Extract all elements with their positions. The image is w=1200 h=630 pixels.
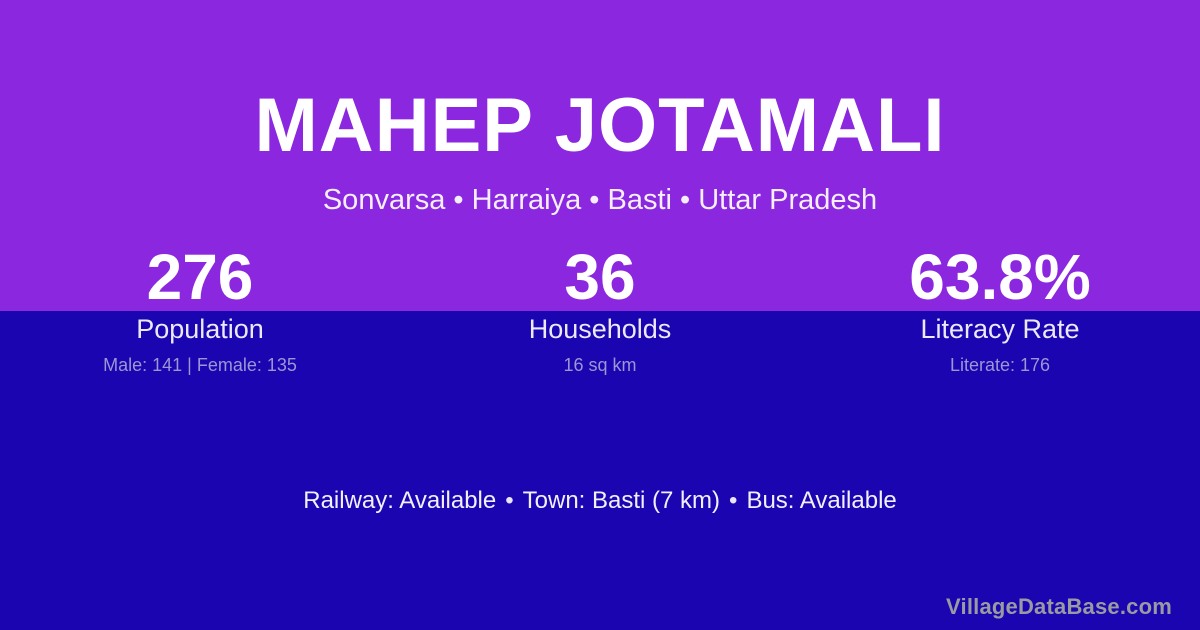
site-watermark: VillageDataBase.com bbox=[946, 594, 1172, 619]
stat-literacy-rate: 63.8% Literacy Rate Literate: 176 bbox=[800, 243, 1200, 388]
stat-population: 276 Population Male: 141 | Female: 135 bbox=[0, 243, 400, 388]
stat-literacy-rate-value: 63.8% bbox=[909, 241, 1091, 313]
stat-households-value: 36 bbox=[564, 241, 636, 313]
page-title: MAHEP JOTAMALI bbox=[254, 83, 946, 168]
amenity-railway: Railway: Available bbox=[303, 487, 497, 514]
stat-households: 36 Households 16 sq km bbox=[400, 243, 800, 388]
amenity-bus: Bus: Available bbox=[746, 487, 897, 514]
amenity-separator: • bbox=[729, 487, 738, 514]
breadcrumb: Sonvarsa • Harraiya • Basti • Uttar Prad… bbox=[322, 184, 878, 216]
amenities-summary: Railway: Available • Town: Basti (7 km) • Bu… bbox=[0, 486, 1200, 516]
hero-banner: MAHEP JOTAMALI Sonvarsa • Harraiya • Bas… bbox=[0, 0, 1200, 311]
stat-population-value: 276 bbox=[146, 241, 254, 313]
stat-population-sub: Male: 141 | Female: 135 bbox=[103, 355, 297, 375]
amenity-nearest-town: Town: Basti (7 km) bbox=[522, 487, 721, 514]
amenity-separator: • bbox=[505, 487, 514, 514]
stat-literacy-rate-label: Literacy Rate bbox=[920, 314, 1080, 344]
stat-population-label: Population bbox=[136, 314, 264, 344]
stat-literacy-rate-sub: Literate: 176 bbox=[949, 355, 1051, 375]
stat-households-sub: 16 sq km bbox=[563, 355, 637, 375]
stat-households-label: Households bbox=[528, 314, 672, 344]
statistics-row: 276 Population Male: 141 | Female: 135 3… bbox=[0, 243, 1200, 388]
